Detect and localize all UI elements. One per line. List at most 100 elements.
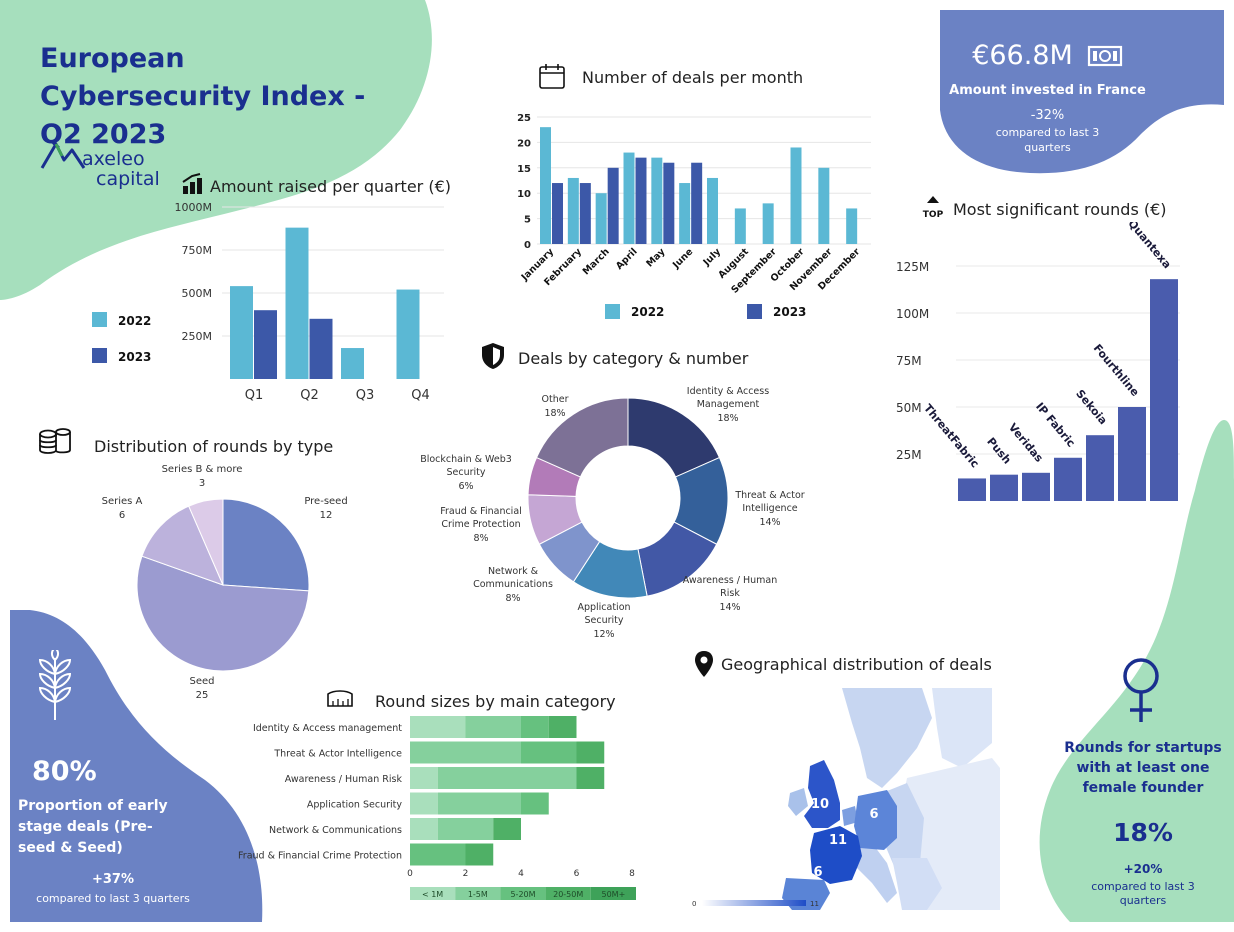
- slice-pct: 8%: [473, 533, 488, 544]
- bar-segment: [576, 741, 605, 764]
- kpi-france: €66.8M Amount invested in France -32% co…: [945, 40, 1150, 155]
- bar-round: [1118, 407, 1146, 501]
- map-land-italy: [852, 843, 897, 903]
- slice-label: Management: [697, 399, 760, 410]
- y-tick-label: 100M: [896, 307, 929, 321]
- map-region-germany: [854, 790, 897, 850]
- section-title-sizes: Round sizes by main category: [375, 692, 616, 711]
- y-tick-label: 10: [517, 189, 531, 200]
- bar-2022: [790, 147, 802, 244]
- svg-text:TOP: TOP: [923, 210, 944, 220]
- banknote-icon: [1087, 45, 1122, 66]
- y-tick-label: 25: [517, 113, 531, 124]
- bar-round: [1086, 435, 1114, 501]
- map-label-germany: 6: [869, 807, 878, 822]
- legend-swatch: [500, 887, 546, 900]
- map-land-finland: [932, 688, 992, 768]
- bar-segment: [465, 716, 521, 738]
- section-title-quarter: Amount raised per quarter (€): [210, 177, 451, 196]
- bar-segment: [410, 741, 521, 764]
- x-tick-label: 6: [574, 869, 580, 879]
- row-label: Awareness / Human Risk: [285, 774, 403, 785]
- row-label: Identity & Access management: [253, 723, 402, 734]
- slice-pct: 18%: [717, 413, 738, 424]
- y-tick-label: 125M: [896, 260, 929, 274]
- bar-2023: [309, 318, 333, 379]
- legend-label: 1-5M: [468, 890, 488, 899]
- bar-segment: [493, 818, 521, 840]
- legend-swatch: [590, 887, 636, 900]
- bar-segment: [410, 792, 438, 815]
- x-tick-label: March: [581, 246, 612, 277]
- legend-label-2023: 2023: [118, 350, 151, 364]
- legend-label-2022: 2022: [631, 305, 664, 319]
- slice-label: Threat & Actor: [734, 490, 804, 501]
- map-label-uk: 10: [811, 797, 829, 812]
- bar-segment: [437, 792, 521, 815]
- slice-value: 6: [119, 510, 125, 521]
- pie-slice: [188, 498, 224, 586]
- pie-slice: [222, 498, 310, 592]
- slice-pct: 12%: [593, 629, 614, 640]
- bar-2022: [396, 289, 420, 379]
- slice-label: Awareness / Human: [683, 575, 778, 586]
- quarter-chart: 250M 500M 750M 1000M Q1 Q2 Q3 Q4 2022 2023: [92, 201, 444, 403]
- map-scale-bar: [702, 900, 806, 906]
- slice-label: Crime Protection: [441, 519, 520, 530]
- female-symbol-icon: [1123, 658, 1159, 722]
- blue-blob-bottom-left: [10, 610, 263, 922]
- slice-pct: 14%: [719, 602, 740, 613]
- kpi-female-value: 18%: [1113, 818, 1173, 847]
- bar-2022: [623, 152, 635, 244]
- legend-swatch: [455, 887, 501, 900]
- type-pie-chart: Pre-seed 12 Seed 25 Series A 6 Series B & more…: [102, 464, 348, 701]
- row-label: Fraud & Financial Crime Protection: [238, 851, 402, 862]
- x-tick-label: 0: [407, 869, 413, 879]
- bar-2022: [595, 193, 607, 244]
- bar-segment: [437, 767, 577, 789]
- company-logo-label: IP Fabric: [1033, 400, 1078, 450]
- bar-segment: [465, 843, 494, 866]
- bar-chart-icon: [182, 173, 202, 194]
- x-tick-label: Q1: [245, 388, 264, 403]
- row-label: Application Security: [307, 800, 402, 811]
- axeleo-logo-icon: [40, 142, 86, 169]
- bar-segment: [437, 818, 494, 840]
- legend-label-2022: 2022: [118, 314, 151, 328]
- slice-label: Security: [446, 467, 485, 478]
- slice-label: Risk: [720, 588, 740, 599]
- slice-value: 25: [196, 690, 209, 701]
- bar-2022: [540, 127, 551, 244]
- bar-2023: [607, 167, 619, 244]
- coins-icon: [39, 428, 71, 454]
- blue-blob-top-right: [940, 10, 1224, 174]
- slice-label: Fraud & Financial: [440, 506, 522, 517]
- x-tick-label: 4: [518, 869, 524, 879]
- bar-2023: [579, 183, 591, 244]
- y-tick-label: 20: [517, 138, 531, 149]
- bar-segment: [521, 741, 577, 764]
- kpi-early-label: Proportion of early stage deals (Pre-see…: [18, 798, 168, 856]
- slice-pct: 18%: [544, 408, 565, 419]
- bar-2023: [663, 162, 675, 244]
- category-donut-chart: Identity & Access Management 18% Threat & A…: [420, 386, 805, 640]
- map-land-ireland: [788, 788, 808, 816]
- kpi-france-note: compared to last 3 quarters: [995, 126, 1100, 154]
- legend-label-2023: 2023: [773, 305, 806, 319]
- map-land-balkans: [892, 858, 942, 910]
- logo-text-line2: capital: [96, 168, 160, 190]
- green-blob-bottom-right: [1039, 420, 1234, 922]
- x-tick-label: Q2: [300, 388, 319, 403]
- slice-label: Series B & more: [162, 464, 243, 475]
- company-logo-label: Quantexa: [1125, 222, 1173, 271]
- bar-2022: [567, 177, 579, 244]
- legend-label: 5-20M: [510, 890, 535, 899]
- bar-2022: [707, 177, 718, 244]
- y-tick-label: 750M: [182, 244, 213, 257]
- kpi-france-label: Amount invested in France: [949, 83, 1146, 98]
- x-tick-label: May: [644, 246, 668, 270]
- slice-label: Identity & Access: [687, 386, 769, 397]
- bar-2022: [230, 286, 253, 379]
